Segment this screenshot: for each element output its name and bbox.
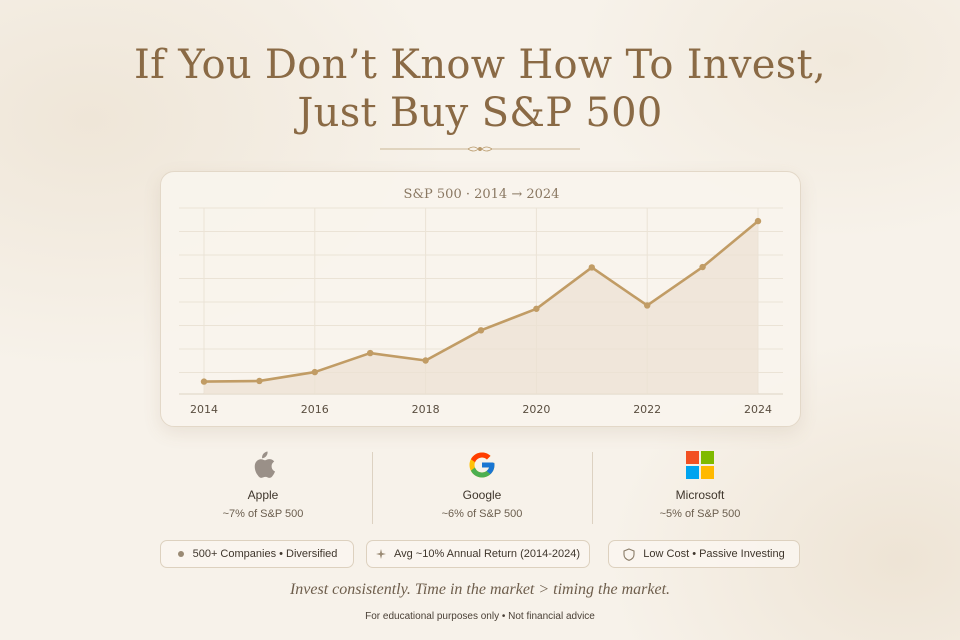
company-name: Apple xyxy=(247,488,279,502)
chart-points xyxy=(200,217,762,385)
page-title-line-2: Just Buy S&P 500 xyxy=(297,90,663,136)
data-point-2015 xyxy=(256,377,263,385)
company-share: ~6% of S&P 500 xyxy=(441,508,523,520)
data-point-2020 xyxy=(533,305,540,312)
divider xyxy=(372,452,373,524)
data-point-2019 xyxy=(477,327,485,334)
company-name: Google xyxy=(462,488,502,502)
line-chart: 2014 2016 2018 2020 2022 2024 xyxy=(179,207,783,416)
chart-card: S&P 500 · 2014 → 2024 2014 2016 2018 2020 20… xyxy=(160,171,801,427)
pill-label: Avg ~10% Annual Return (2014-2024) xyxy=(393,548,580,560)
company-name: Microsoft xyxy=(675,488,725,502)
shield-icon xyxy=(623,547,635,561)
pill-low-cost: Low Cost • Passive Investing xyxy=(608,540,800,568)
data-point-2024 xyxy=(754,217,762,225)
company-google: Google ~6% of S&P 500 xyxy=(372,450,592,520)
data-point-2021 xyxy=(588,264,595,271)
dot-icon xyxy=(177,550,185,558)
data-point-2017 xyxy=(367,349,374,357)
pill-label: Low Cost • Passive Investing xyxy=(643,548,785,560)
microsoft-icon xyxy=(686,451,714,479)
pill-diversified: 500+ Companies • Diversified xyxy=(160,540,354,568)
pill-label: 500+ Companies • Diversified xyxy=(192,548,338,560)
x-tick-label: 2020 xyxy=(522,403,550,416)
pill-annual-return: Avg ~10% Annual Return (2014-2024) xyxy=(366,540,590,568)
chart-title: S&P 500 · 2014 → 2024 xyxy=(403,187,560,202)
chart-x-axis: 2014 2016 2018 2020 2022 2024 xyxy=(190,403,772,416)
data-point-2023 xyxy=(699,263,706,271)
company-apple: Apple ~7% of S&P 500 xyxy=(153,450,373,520)
data-point-2018 xyxy=(422,357,429,364)
data-point-2014 xyxy=(200,378,208,385)
company-microsoft: Microsoft ~5% of S&P 500 xyxy=(590,450,810,520)
apple-icon xyxy=(254,451,275,478)
x-tick-label: 2014 xyxy=(190,403,218,416)
x-tick-label: 2024 xyxy=(744,403,772,416)
divider xyxy=(592,452,593,524)
x-tick-label: 2016 xyxy=(301,403,329,416)
data-point-2016 xyxy=(311,368,318,376)
x-tick-label: 2022 xyxy=(633,403,661,416)
ornament-divider-icon xyxy=(380,146,580,152)
page-title-line-1: If You Don’t Know How To Invest, xyxy=(134,42,826,88)
disclaimer: For educational purposes only • Not fina… xyxy=(365,611,595,622)
google-icon xyxy=(469,452,495,478)
chart-area-fill xyxy=(204,221,758,394)
x-tick-label: 2018 xyxy=(412,403,440,416)
tagline: Invest consistently. Time in the market … xyxy=(289,581,671,598)
company-share: ~5% of S&P 500 xyxy=(659,508,741,520)
sparkle-icon xyxy=(375,549,386,559)
data-point-2022 xyxy=(644,302,651,309)
company-share: ~7% of S&P 500 xyxy=(222,508,304,520)
